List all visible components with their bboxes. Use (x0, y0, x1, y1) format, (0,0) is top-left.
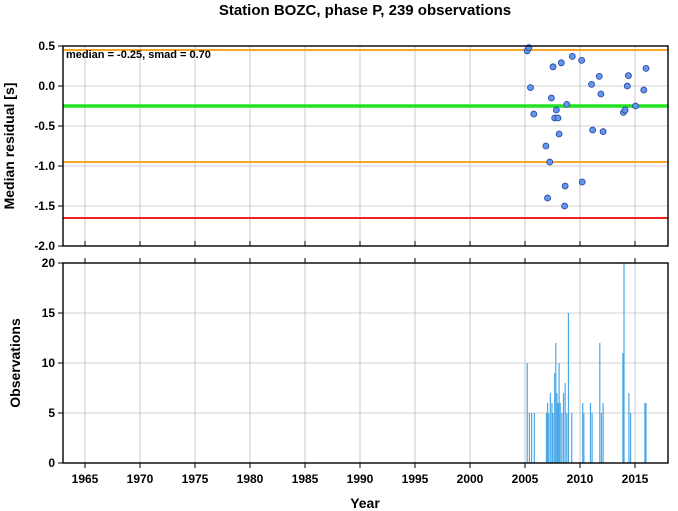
residual-point (542, 142, 550, 150)
observations-y-tick-label: 0 (48, 456, 55, 470)
year-axis-label: Year (350, 495, 380, 511)
residual-point (578, 178, 586, 186)
year-tick-label: 1975 (182, 472, 209, 486)
residual-point (554, 114, 562, 122)
observations-y-tick-label: 10 (42, 356, 56, 370)
residual-y-tick-label: 0.0 (38, 79, 55, 93)
residual-point (625, 72, 632, 79)
residual-point (632, 102, 639, 110)
residual-point (568, 53, 576, 60)
residual-y-tick-label: -1.0 (34, 159, 55, 173)
residual-frame (62, 45, 669, 247)
residual-point (599, 128, 607, 136)
residual-point (552, 106, 560, 114)
residual-point (548, 94, 555, 102)
residual-panel: 0.5 0.0 -0.5 -1.0 -1.5 -2.0 median = -0.25, s… (1, 39, 669, 253)
residual-y-tick-label: -0.5 (34, 119, 55, 133)
residual-point (549, 63, 557, 71)
residual-point (563, 101, 571, 108)
residual-point (623, 82, 631, 90)
year-tick-label: 1985 (292, 472, 319, 486)
observations-y-tick-label: 20 (42, 256, 56, 270)
observations-y-tick-label: 15 (42, 306, 56, 320)
residual-point (589, 126, 597, 134)
residual-y-axis-label: Median residual [s] (1, 83, 17, 210)
residual-y-ticks: 0.5 0.0 -0.5 -1.0 -1.5 -2.0 (34, 39, 636, 253)
residual-point (640, 86, 648, 94)
reference-lines (63, 49, 668, 219)
residual-grid (63, 45, 668, 247)
residual-point (588, 81, 595, 88)
residual-point (544, 194, 551, 202)
residual-y-tick-label: -2.0 (34, 239, 55, 253)
year-tick-label: 1980 (237, 472, 264, 486)
residual-point (621, 106, 629, 114)
observation-bars (526, 263, 647, 463)
year-tick-label: 2005 (512, 472, 539, 486)
residual-point (555, 130, 563, 138)
residual-point (561, 182, 569, 190)
observations-grid (63, 262, 668, 464)
residual-point (642, 65, 650, 72)
residual-point (578, 57, 586, 64)
year-tick-label: 1965 (72, 472, 99, 486)
year-tick-label: 1990 (347, 472, 374, 486)
residual-point (561, 202, 568, 210)
residual-point (530, 110, 538, 118)
year-tick-label: 2015 (622, 472, 649, 486)
residual-points (523, 44, 650, 210)
residual-point (595, 73, 603, 80)
observations-y-axis-label: Observations (7, 318, 23, 408)
residual-point (546, 158, 554, 166)
year-tick-label: 2010 (567, 472, 594, 486)
observations-ticks: 1965 1970 1975 1980 1985 1990 1995 2000 2005 2010… (42, 256, 649, 486)
median-annotation: median = -0.25, smad = 0.70 (66, 49, 211, 61)
year-tick-label: 2000 (457, 472, 484, 486)
residual-point (557, 59, 565, 67)
residual-y-tick-label: -1.5 (34, 199, 55, 213)
residual-point (597, 90, 605, 98)
chart-title: Station BOZC, phase P, 239 observations (219, 2, 511, 19)
residual-y-tick-label: 0.5 (38, 39, 55, 53)
year-tick-label: 1970 (127, 472, 154, 486)
observations-panel: 1965 1970 1975 1980 1985 1990 1995 2000 2005 2010… (7, 256, 669, 511)
year-tick-label: 1995 (402, 472, 429, 486)
observations-y-tick-label: 5 (48, 406, 55, 420)
residual-point (527, 84, 534, 91)
